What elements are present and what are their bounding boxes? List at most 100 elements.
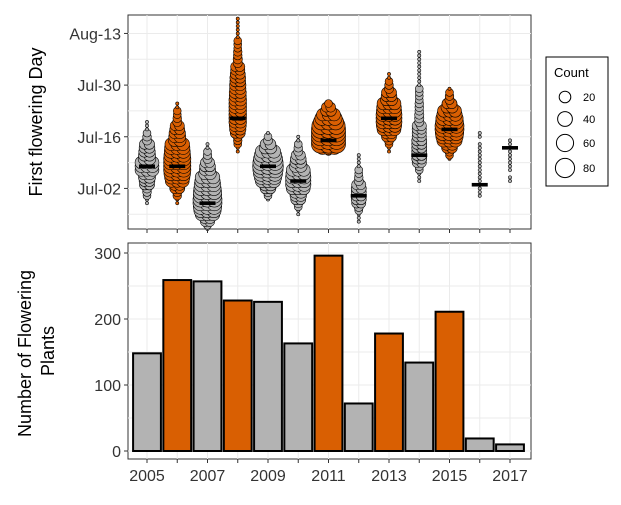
swarm-point — [205, 142, 210, 147]
swarm-point — [417, 179, 422, 183]
beeswarm-points — [134, 16, 518, 231]
swarm-2009 — [252, 131, 284, 202]
swarm-point — [508, 175, 512, 180]
swarm-2017 — [502, 138, 518, 183]
median-marker-2012 — [350, 193, 367, 198]
bar-2007 — [192, 280, 223, 452]
swarm-point — [477, 171, 482, 176]
legend-title: Count — [554, 65, 589, 80]
swarm-point — [235, 149, 240, 154]
swarm-point — [508, 149, 512, 154]
swarm-point — [356, 219, 361, 224]
swarm-point — [175, 201, 180, 206]
swarm-point — [477, 156, 482, 161]
swarm-point — [235, 35, 240, 40]
bar-2011 — [313, 254, 344, 452]
beeswarm-panel: Jul-02 Jul-16 Jul-30 Aug-13 First flowering… — [26, 14, 532, 233]
median-marker-2010 — [290, 179, 307, 183]
swarm-point — [477, 186, 482, 191]
swarm-point — [417, 72, 422, 76]
swarm-point — [508, 156, 512, 161]
beeswarm-y-tick-label: Aug-13 — [69, 26, 121, 43]
swarm-point — [324, 99, 333, 108]
bar-y-tick-label: 200 — [94, 312, 121, 329]
swarm-point — [477, 153, 482, 158]
swarm-point — [356, 153, 361, 158]
bar-2009 — [253, 300, 283, 452]
swarm-point — [145, 123, 149, 128]
swarm-2012 — [350, 153, 367, 224]
swarm-point — [417, 83, 422, 88]
swarm-point — [508, 168, 512, 172]
swarm-point — [477, 131, 482, 135]
swarm-point — [477, 193, 482, 198]
swarm-point — [266, 131, 270, 135]
swarm-point — [508, 138, 512, 143]
swarm-point — [477, 142, 482, 147]
median-marker-2011 — [320, 138, 337, 143]
median-marker-2005 — [139, 164, 155, 169]
legend-circle — [558, 90, 572, 104]
swarm-point — [477, 160, 482, 165]
beeswarm-y-tick-label: Jul-02 — [77, 181, 121, 198]
bar-2015 — [434, 310, 465, 452]
median-marker-2006 — [169, 164, 186, 169]
swarm-point — [477, 175, 482, 180]
swarm-point — [296, 138, 301, 143]
swarm-point — [296, 212, 301, 217]
legend-entry-label: 60 — [583, 138, 595, 150]
bar-y-axis-label-line-2: Plants — [38, 326, 58, 376]
bar-2006 — [162, 279, 193, 452]
median-marker-2016 — [471, 182, 488, 187]
swarm-point — [356, 160, 361, 165]
legend-entry-label: 20 — [583, 92, 595, 104]
swarm-point — [175, 105, 180, 110]
swarm-point — [235, 16, 240, 21]
bar-2013 — [374, 332, 404, 452]
bar-2017 — [495, 443, 525, 452]
swarm-point — [417, 175, 422, 180]
swarm-point — [145, 120, 149, 124]
bar-2016 — [464, 437, 495, 452]
swarm-point — [417, 61, 422, 65]
swarm-point — [175, 101, 180, 106]
swarm-2011 — [311, 99, 346, 156]
bar-y-axis-label-line-1: Number of Flowering — [15, 270, 35, 437]
beeswarm-y-ticks: Jul-02 Jul-16 Jul-30 Aug-13 — [69, 26, 511, 233]
swarm-2010 — [285, 134, 312, 217]
bar-x-tick-label: 2013 — [371, 468, 407, 485]
swarm-2016 — [471, 131, 488, 198]
swarm-point — [447, 86, 452, 91]
bar-y-ticks: 0 100 200 300 — [94, 246, 128, 461]
bar-x-tick-label: 2015 — [432, 468, 468, 485]
swarm-point — [477, 145, 482, 150]
median-marker-2009 — [260, 164, 276, 169]
median-marker-2015 — [441, 127, 458, 132]
bars — [132, 254, 525, 453]
swarm-point — [417, 53, 422, 58]
swarm-point — [387, 72, 391, 76]
swarm-2006 — [163, 101, 192, 206]
swarm-2008 — [228, 16, 247, 154]
legend-entries: 20 40 60 80 — [554, 90, 595, 179]
count-legend: Count 20 40 60 80 — [545, 56, 609, 187]
bar-2014 — [404, 361, 435, 452]
legend-circle — [557, 111, 573, 127]
swarm-2007 — [192, 142, 223, 231]
swarm-2015 — [434, 86, 465, 161]
swarm-point — [235, 27, 240, 32]
swarm-point — [417, 57, 422, 62]
swarm-point — [145, 201, 149, 206]
legend-entry-label: 80 — [583, 163, 595, 175]
swarm-point — [356, 156, 361, 161]
median-marker-2007 — [199, 201, 216, 205]
swarm-point — [417, 49, 422, 54]
swarm-point — [477, 149, 482, 154]
swarm-point — [417, 68, 422, 73]
swarm-point — [477, 134, 482, 139]
bar-2012 — [343, 402, 374, 453]
bar-x-tick-label: 2009 — [250, 468, 286, 485]
swarm-point — [235, 24, 240, 28]
swarm-2013 — [375, 72, 403, 154]
